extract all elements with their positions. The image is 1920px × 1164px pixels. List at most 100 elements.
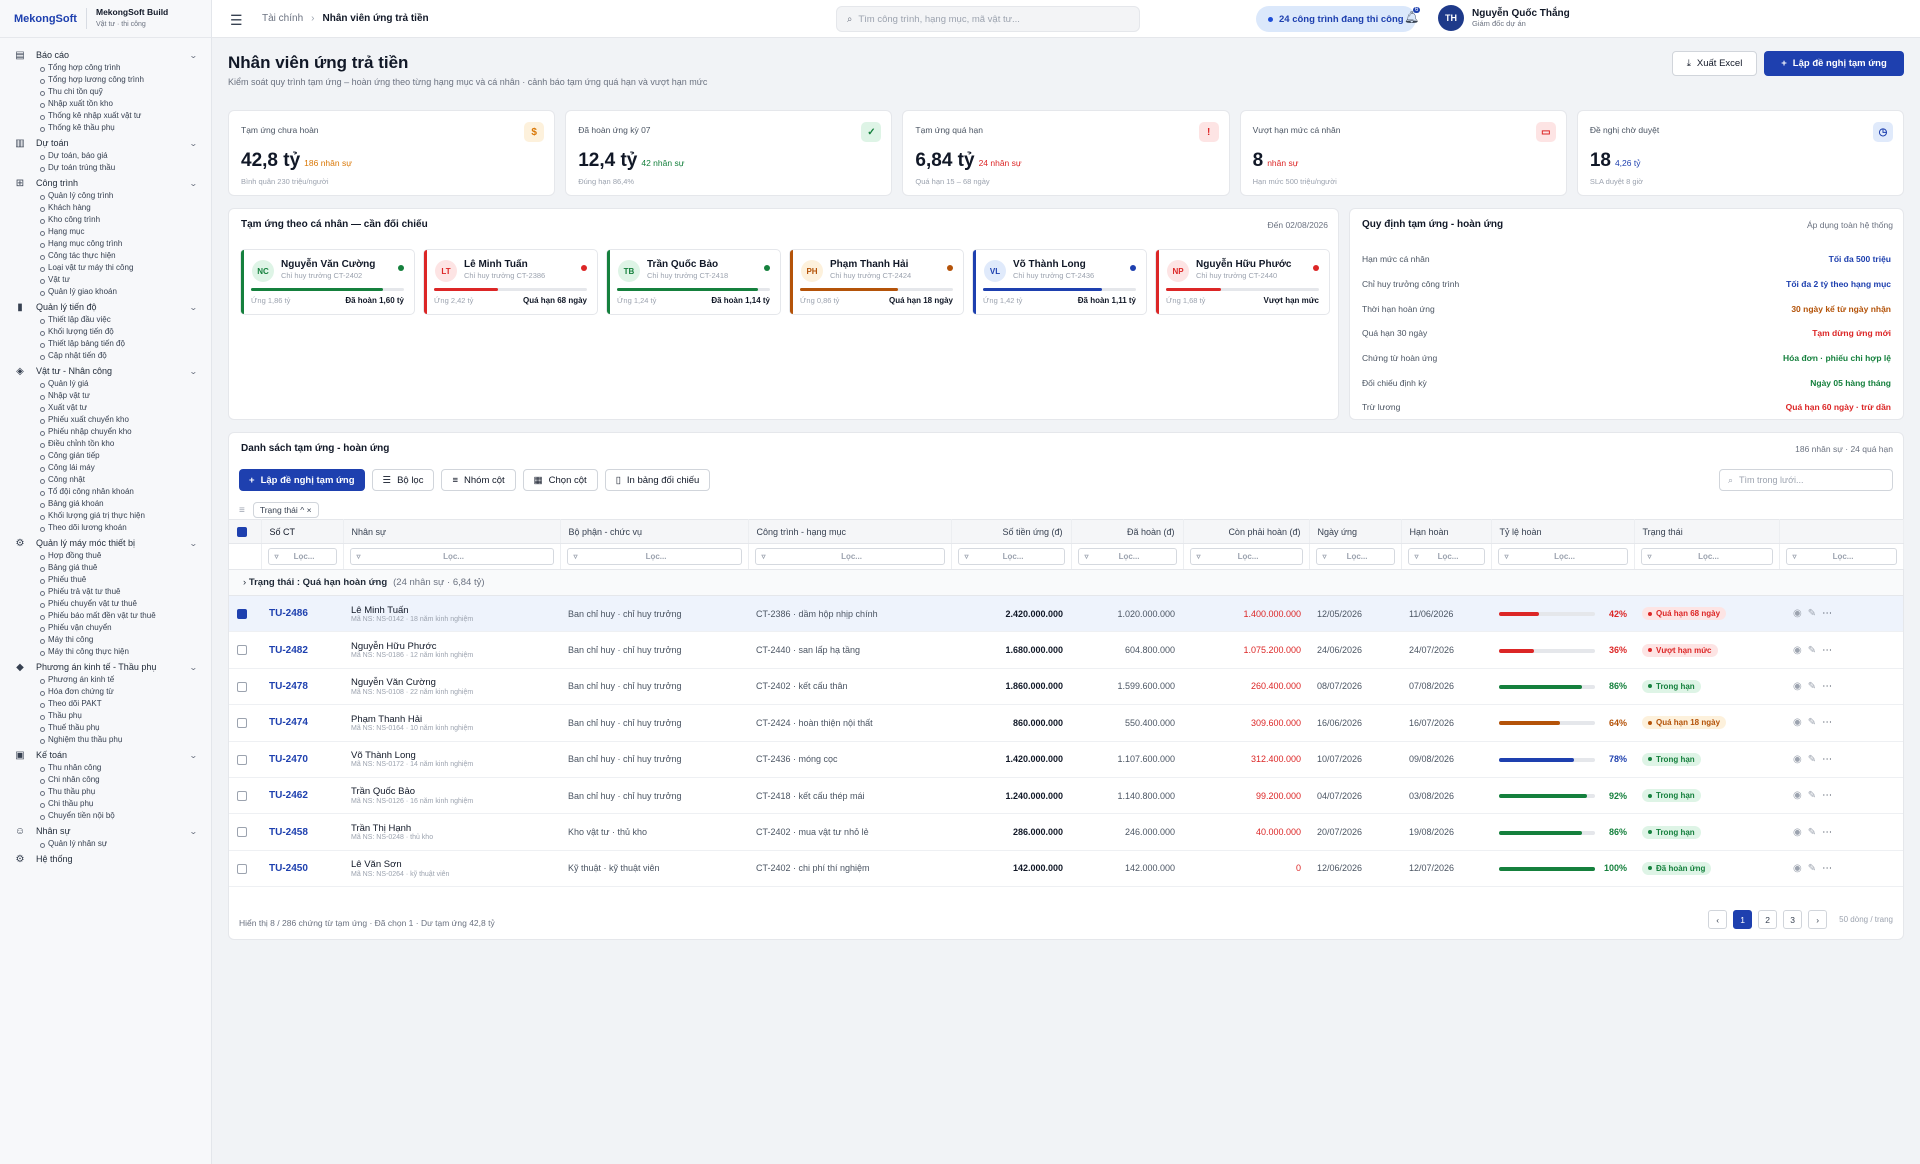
filter-button[interactable]: ☰ Bộ lọc bbox=[371, 469, 435, 491]
document-id[interactable]: TU-2482 bbox=[269, 644, 308, 656]
select-all-checkbox[interactable] bbox=[237, 526, 247, 537]
sidebar-section-8[interactable]: ☺ Nhân sự ⌄ bbox=[0, 824, 211, 838]
sidebar-item[interactable]: Dự toán, báo giá bbox=[40, 150, 211, 162]
column-filter-input[interactable]: ▿ Lọc... bbox=[957, 548, 1065, 565]
active-projects-pill[interactable]: 24 công trình đang thi công bbox=[1256, 6, 1416, 32]
column-header[interactable]: Công trình - hạng mục bbox=[748, 519, 952, 544]
row-checkbox[interactable] bbox=[237, 790, 247, 801]
sidebar-section-2[interactable]: ⊞ Công trình ⌄ bbox=[0, 176, 211, 190]
column-filter-input[interactable]: ▿ Lọc... bbox=[1640, 548, 1773, 565]
column-filter-input[interactable]: ▿ Lọc... bbox=[566, 548, 742, 565]
edit-icon[interactable]: ✎ bbox=[1807, 753, 1823, 765]
column-header[interactable]: Còn phải hoàn (đ) bbox=[1183, 519, 1310, 544]
view-icon[interactable]: ◉ bbox=[1793, 644, 1808, 656]
sidebar-section-5[interactable]: ⚙ Quản lý máy móc thiết bị ⌄ bbox=[0, 536, 211, 550]
column-filter-input[interactable]: ▿ Lọc... bbox=[754, 548, 945, 565]
sidebar-item[interactable]: Thu chi tồn quỹ bbox=[40, 86, 211, 98]
sidebar-item[interactable]: Phiếu báo mất đền vật tư thuê bbox=[40, 610, 211, 622]
sidebar-item[interactable]: Phiếu vận chuyển bbox=[40, 622, 211, 634]
sidebar-item[interactable]: Chi nhân công bbox=[40, 774, 211, 786]
document-id[interactable]: TU-2470 bbox=[269, 753, 308, 765]
row-checkbox[interactable] bbox=[237, 645, 247, 656]
sidebar-item[interactable]: Bảng giá khoán bbox=[40, 498, 211, 510]
table-row[interactable]: TU-2470 Võ Thành Long Mã NS: NS-0172 · 14 … bbox=[229, 741, 1903, 778]
sidebar-item[interactable]: Chuyển tiền nội bộ bbox=[40, 810, 211, 822]
sidebar-item[interactable]: Cập nhật tiến độ bbox=[40, 350, 211, 362]
drag-handle-icon[interactable]: ≡ bbox=[239, 504, 245, 516]
sidebar-item[interactable]: Nghiệm thu thầu phụ bbox=[40, 734, 211, 746]
more-icon[interactable]: ⋯ bbox=[1822, 862, 1839, 874]
view-icon[interactable]: ◉ bbox=[1793, 826, 1808, 838]
document-id[interactable]: TU-2462 bbox=[269, 790, 308, 802]
sidebar-item[interactable]: Quản lý nhân sự bbox=[40, 838, 211, 850]
column-filter-input[interactable]: ▿ Lọc... bbox=[1785, 548, 1897, 565]
sidebar-item[interactable]: Máy thi công bbox=[40, 634, 211, 646]
row-checkbox[interactable] bbox=[237, 681, 247, 692]
more-icon[interactable]: ⋯ bbox=[1822, 826, 1839, 838]
sidebar-item[interactable]: Quản lý giá bbox=[40, 378, 211, 390]
table-row[interactable]: TU-2478 Nguyễn Văn Cường Mã NS: NS-0108 · … bbox=[229, 668, 1903, 706]
sidebar-item[interactable]: Máy thi công thực hiện bbox=[40, 646, 211, 658]
sidebar-item[interactable]: Xuất vật tư bbox=[40, 402, 211, 414]
menu-icon[interactable]: ☰ bbox=[230, 12, 243, 28]
document-id[interactable]: TU-2474 bbox=[269, 717, 308, 729]
sidebar-item[interactable]: Thuế thầu phụ bbox=[40, 722, 211, 734]
table-new-advance-button[interactable]: + Lập đề nghị tạm ứng bbox=[239, 469, 365, 491]
sidebar-item[interactable]: Phiếu thuê bbox=[40, 574, 211, 586]
sidebar-item[interactable]: Phiếu nhập chuyển kho bbox=[40, 426, 211, 438]
table-row[interactable]: TU-2486 Lê Minh Tuấn Mã NS: NS-0142 · 18 n… bbox=[229, 595, 1903, 633]
sidebar-item[interactable]: Loại vật tư máy thi công bbox=[40, 262, 211, 274]
close-icon[interactable]: × bbox=[306, 505, 312, 515]
sidebar-item[interactable]: Tổng hợp lương công trình bbox=[40, 74, 211, 86]
sidebar-section-0[interactable]: ▤ Báo cáo ⌄ bbox=[0, 48, 211, 62]
column-filter-input[interactable]: ▿ Lọc... bbox=[1407, 548, 1485, 565]
column-header[interactable]: Đã hoàn (đ) bbox=[1071, 519, 1184, 544]
sidebar-item[interactable]: Vật tư bbox=[40, 274, 211, 286]
edit-icon[interactable]: ✎ bbox=[1807, 790, 1823, 802]
choose-columns-button[interactable]: ▦ Chọn cột bbox=[522, 469, 598, 491]
sidebar-item[interactable]: Phiếu trả vật tư thuê bbox=[40, 586, 211, 598]
view-icon[interactable]: ◉ bbox=[1793, 608, 1808, 620]
sidebar-item[interactable]: Theo dõi PAKT bbox=[40, 698, 211, 710]
sidebar-item[interactable]: Điều chỉnh tồn kho bbox=[40, 438, 211, 450]
sidebar-item[interactable]: Tổng hợp công trình bbox=[40, 62, 211, 74]
prev-page-button[interactable]: ‹ bbox=[1708, 910, 1728, 929]
document-id[interactable]: TU-2450 bbox=[269, 862, 308, 874]
column-header[interactable]: Trạng thái bbox=[1634, 519, 1780, 544]
table-row[interactable]: TU-2474 Phạm Thanh Hải Mã NS: NS-0164 · 10… bbox=[229, 704, 1903, 742]
view-icon[interactable]: ◉ bbox=[1793, 753, 1808, 765]
document-id[interactable]: TU-2486 bbox=[269, 608, 308, 620]
page-button[interactable]: 1 bbox=[1733, 910, 1753, 929]
sidebar-item[interactable]: Công lái máy bbox=[40, 462, 211, 474]
print-reconcile-button[interactable]: ▯ In bảng đối chiếu bbox=[604, 469, 711, 491]
column-header[interactable]: Ngày ứng bbox=[1309, 519, 1402, 544]
sidebar-item[interactable]: Công nhật bbox=[40, 474, 211, 486]
user-menu[interactable]: TH Nguyễn Quốc Thắng Giám đốc dự án bbox=[1438, 5, 1570, 31]
sidebar-item[interactable]: Phiếu chuyển vật tư thuê bbox=[40, 598, 211, 610]
sidebar-item[interactable]: Công tác thực hiện bbox=[40, 250, 211, 262]
grid-search-input[interactable]: ⌕ Tìm trong lưới... bbox=[1719, 469, 1893, 491]
sidebar-section-9[interactable]: ⚙ Hệ thống bbox=[0, 852, 211, 866]
group-chip-status[interactable]: Trạng thái ^ × bbox=[252, 502, 319, 518]
table-row[interactable]: TU-2462 Trần Quốc Bảo Mã NS: NS-0126 · 16 … bbox=[229, 777, 1903, 815]
logo[interactable]: MekongSoft bbox=[14, 13, 86, 25]
edit-icon[interactable]: ✎ bbox=[1807, 608, 1823, 620]
edit-icon[interactable]: ✎ bbox=[1807, 862, 1823, 874]
row-checkbox[interactable] bbox=[237, 754, 247, 765]
person-card[interactable]: NC Nguyễn Văn Cường Chỉ huy trưởng CT-2402… bbox=[240, 249, 415, 315]
edit-icon[interactable]: ✎ bbox=[1807, 680, 1823, 692]
new-advance-button[interactable]: + Lập đề nghị tạm ứng bbox=[1764, 51, 1904, 76]
more-icon[interactable]: ⋯ bbox=[1822, 790, 1839, 802]
sidebar-item[interactable]: Thầu phụ bbox=[40, 710, 211, 722]
column-filter-input[interactable]: ▿ Lọc... bbox=[1189, 548, 1303, 565]
sidebar-section-3[interactable]: ▮ Quản lý tiến độ ⌄ bbox=[0, 300, 211, 314]
more-icon[interactable]: ⋯ bbox=[1822, 680, 1839, 692]
sidebar-section-4[interactable]: ◈ Vật tư - Nhân công ⌄ bbox=[0, 364, 211, 378]
view-icon[interactable]: ◉ bbox=[1793, 862, 1808, 874]
sidebar-item[interactable]: Khối lượng tiến độ bbox=[40, 326, 211, 338]
person-card[interactable]: PH Phạm Thanh Hải Chỉ huy trưởng CT-2424 Ứn… bbox=[789, 249, 964, 315]
sidebar-item[interactable]: Nhập xuất tồn kho bbox=[40, 98, 211, 110]
sidebar-item[interactable]: Thu nhân công bbox=[40, 762, 211, 774]
sidebar-item[interactable]: Phương án kinh tế bbox=[40, 674, 211, 686]
page-button[interactable]: 3 bbox=[1783, 910, 1803, 929]
